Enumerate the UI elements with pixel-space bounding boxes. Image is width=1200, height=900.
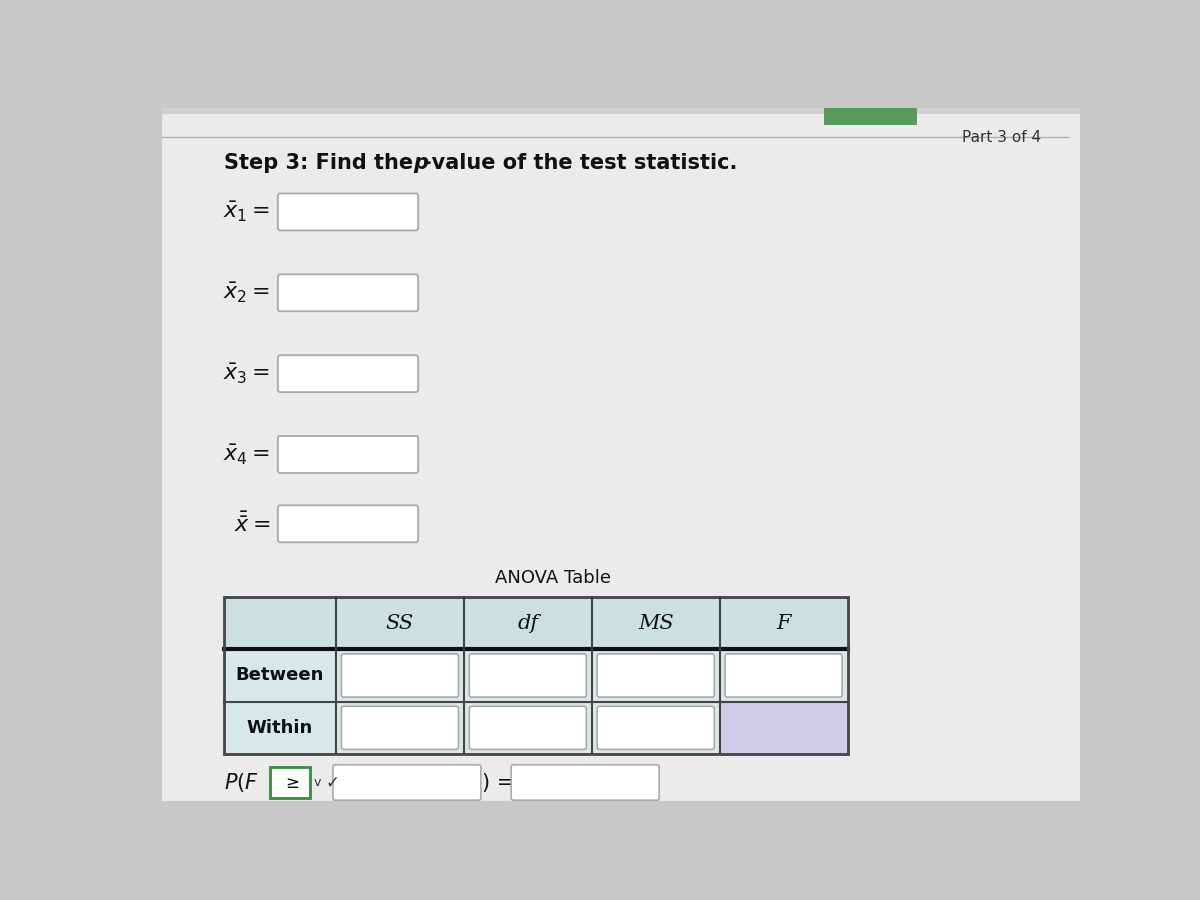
FancyBboxPatch shape [278,436,418,473]
Text: Between: Between [235,667,324,685]
Text: ANOVA Table: ANOVA Table [496,569,611,587]
FancyBboxPatch shape [598,654,714,698]
FancyBboxPatch shape [342,706,458,750]
Text: p: p [414,153,428,174]
Text: $\bar{x}_4 =$: $\bar{x}_4 =$ [223,443,270,466]
FancyBboxPatch shape [278,194,418,230]
FancyBboxPatch shape [598,706,714,750]
Bar [223,649,847,702]
FancyBboxPatch shape [469,654,587,698]
FancyBboxPatch shape [725,654,842,698]
Text: $\bar{\bar{x}} =$: $\bar{\bar{x}} =$ [234,511,270,536]
Text: F: F [776,614,791,633]
Text: Step 3: Find the: Step 3: Find the [223,153,420,174]
FancyBboxPatch shape [278,356,418,392]
Text: $\geq$: $\geq$ [282,773,299,791]
Text: $\bar{x}_2 =$: $\bar{x}_2 =$ [223,281,270,305]
Bar [270,767,311,798]
Bar [223,597,847,754]
Text: $P(F$: $P(F$ [223,771,259,794]
Text: Part 3 of 4: Part 3 of 4 [962,130,1042,145]
Bar [223,597,847,649]
Text: ✓: ✓ [326,773,340,791]
Bar [162,108,1080,114]
Text: -value of the test statistic.: -value of the test statistic. [422,153,737,174]
FancyBboxPatch shape [469,706,587,750]
Bar [223,702,847,754]
FancyBboxPatch shape [332,765,481,800]
Bar [824,108,917,125]
Text: ) =: ) = [482,772,515,793]
FancyBboxPatch shape [342,654,458,698]
Text: $\bar{x}_1 =$: $\bar{x}_1 =$ [223,200,270,224]
Text: Within: Within [247,719,313,737]
FancyBboxPatch shape [278,505,418,543]
Text: SS: SS [386,614,414,633]
Text: df: df [517,614,539,633]
Text: $\bar{x}_3 =$: $\bar{x}_3 =$ [223,362,270,386]
Text: MS: MS [638,614,673,633]
FancyBboxPatch shape [511,765,659,800]
Bar [720,702,847,754]
FancyBboxPatch shape [278,274,418,311]
Text: v: v [313,776,320,789]
